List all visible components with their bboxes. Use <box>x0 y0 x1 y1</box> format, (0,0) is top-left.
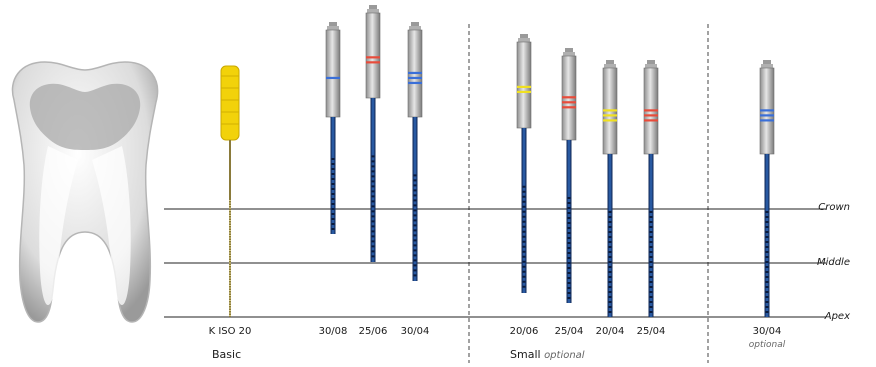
tooth-pulp-chamber <box>29 83 141 150</box>
group-label-small: Small optional <box>510 348 585 361</box>
level-label-apex: Apex <box>824 311 850 322</box>
rotary-shaft <box>330 117 336 234</box>
size-label-k-iso-20: K ISO 20 <box>208 326 252 337</box>
id-ring <box>408 71 422 75</box>
optional-note: optional <box>748 340 786 350</box>
handle-body <box>325 29 341 118</box>
size-label-30-08: 30/08 <box>318 326 348 337</box>
size-label-20-06: 20/06 <box>509 326 539 337</box>
id-ring <box>517 85 531 88</box>
handle-notch <box>367 9 379 13</box>
size-label-20-04: 20/04 <box>595 326 625 337</box>
tooth-root-canal-right <box>92 146 131 305</box>
rotary-shaft <box>370 98 376 262</box>
tooth-root-canal-left <box>39 146 78 305</box>
size-label-25-06: 25/06 <box>358 326 388 337</box>
group-label-basic: Basic <box>212 348 242 361</box>
handle-notch <box>604 64 616 68</box>
instrument-5 <box>516 34 532 293</box>
handle-body <box>365 12 381 99</box>
handle-notch <box>409 26 421 30</box>
instrument-9 <box>759 60 775 317</box>
size-label-25-04-b: 25/04 <box>636 326 666 337</box>
id-ring <box>644 114 658 117</box>
rotary-shaft <box>521 128 527 293</box>
group-label-small-name: Small <box>510 348 541 361</box>
handle-body <box>516 41 532 129</box>
id-ring <box>562 101 576 104</box>
handle-notch <box>645 64 657 68</box>
rotary-shaft <box>648 154 654 317</box>
k-file-handle <box>220 65 240 141</box>
size-label-25-04-a: 25/04 <box>554 326 584 337</box>
id-ring <box>326 76 340 80</box>
id-ring <box>603 119 617 122</box>
size-label-30-04-optional: 30/04 <box>752 326 782 337</box>
id-ring <box>644 119 658 122</box>
level-label-crown: Crown <box>818 202 850 213</box>
id-ring <box>760 114 774 117</box>
id-ring <box>408 81 422 85</box>
id-ring <box>760 109 774 112</box>
id-ring <box>562 96 576 99</box>
size-label-30-04: 30/04 <box>400 326 430 337</box>
rotary-shaft <box>607 154 613 317</box>
id-ring <box>644 109 658 112</box>
level-label-middle: Middle <box>816 257 850 268</box>
instrument-4 <box>407 22 423 281</box>
instrument-7 <box>602 60 618 317</box>
rotary-shaft <box>764 154 770 317</box>
instrument-3 <box>365 5 381 262</box>
instrument-6 <box>561 48 577 303</box>
id-ring <box>603 109 617 112</box>
id-ring <box>517 90 531 93</box>
id-ring <box>562 106 576 109</box>
instrument-8 <box>643 60 659 317</box>
id-ring <box>603 114 617 117</box>
id-ring <box>366 61 380 64</box>
group-label-small-suffix: optional <box>544 350 585 361</box>
handle-notch <box>327 26 339 30</box>
id-ring <box>760 119 774 122</box>
handle-notch <box>761 64 773 68</box>
tooth-illustration <box>11 61 159 323</box>
rotary-shaft <box>412 117 418 281</box>
rotary-shaft <box>566 140 572 303</box>
handle-notch <box>563 52 575 56</box>
instrument-2 <box>325 22 341 234</box>
instrument-1 <box>220 65 240 317</box>
id-ring <box>408 76 422 80</box>
id-ring <box>366 56 380 59</box>
handle-notch <box>518 38 530 42</box>
